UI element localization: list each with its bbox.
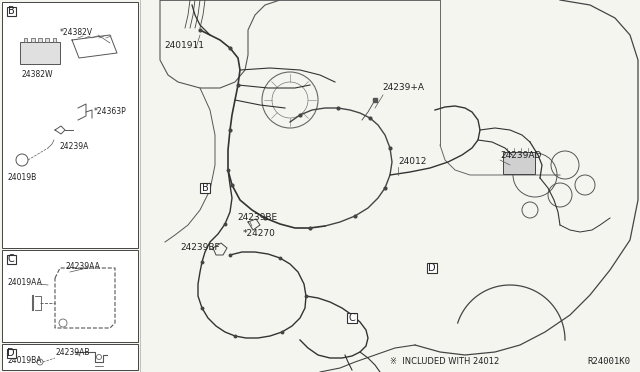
Text: 24019BA: 24019BA	[8, 356, 42, 365]
Bar	[31, 38, 35, 42]
Bar	[52, 38, 56, 42]
Text: ※  INCLUDED WITH 24012: ※ INCLUDED WITH 24012	[390, 357, 499, 366]
Bar	[503, 152, 535, 174]
Text: 24239A: 24239A	[60, 142, 90, 151]
Bar	[2, 344, 138, 370]
Bar	[38, 38, 42, 42]
Text: 24382W: 24382W	[22, 70, 54, 79]
Text: 24239BE: 24239BE	[237, 214, 277, 222]
Text: 24239AB: 24239AB	[55, 348, 90, 357]
Bar	[2, 2, 138, 248]
Text: B: B	[8, 6, 14, 16]
Text: *24270: *24270	[243, 230, 276, 238]
Text: D: D	[428, 263, 436, 273]
Bar	[45, 38, 49, 42]
Bar	[6, 254, 15, 263]
Text: 2401911: 2401911	[164, 41, 204, 49]
Bar	[427, 263, 437, 273]
Text: R24001K0: R24001K0	[587, 357, 630, 366]
Bar	[200, 183, 210, 193]
Text: 24012: 24012	[398, 157, 426, 167]
Text: 24019AA: 24019AA	[8, 278, 43, 287]
Text: D: D	[7, 348, 15, 358]
Text: 24019B: 24019B	[8, 173, 37, 182]
Text: C: C	[349, 313, 355, 323]
Bar	[2, 250, 138, 342]
Text: *24363P: *24363P	[94, 106, 127, 115]
Text: B: B	[202, 183, 209, 193]
Text: 24239AD: 24239AD	[500, 151, 541, 160]
Bar	[24, 38, 28, 42]
Bar	[6, 6, 15, 16]
Bar	[6, 349, 15, 357]
Bar	[347, 313, 357, 323]
Text: 24239+A: 24239+A	[382, 83, 424, 93]
Text: *24382V: *24382V	[60, 28, 93, 37]
Text: 24239AA: 24239AA	[65, 262, 100, 271]
Text: 24239BF: 24239BF	[180, 244, 220, 253]
Bar	[20, 42, 60, 64]
Text: C: C	[8, 254, 14, 264]
